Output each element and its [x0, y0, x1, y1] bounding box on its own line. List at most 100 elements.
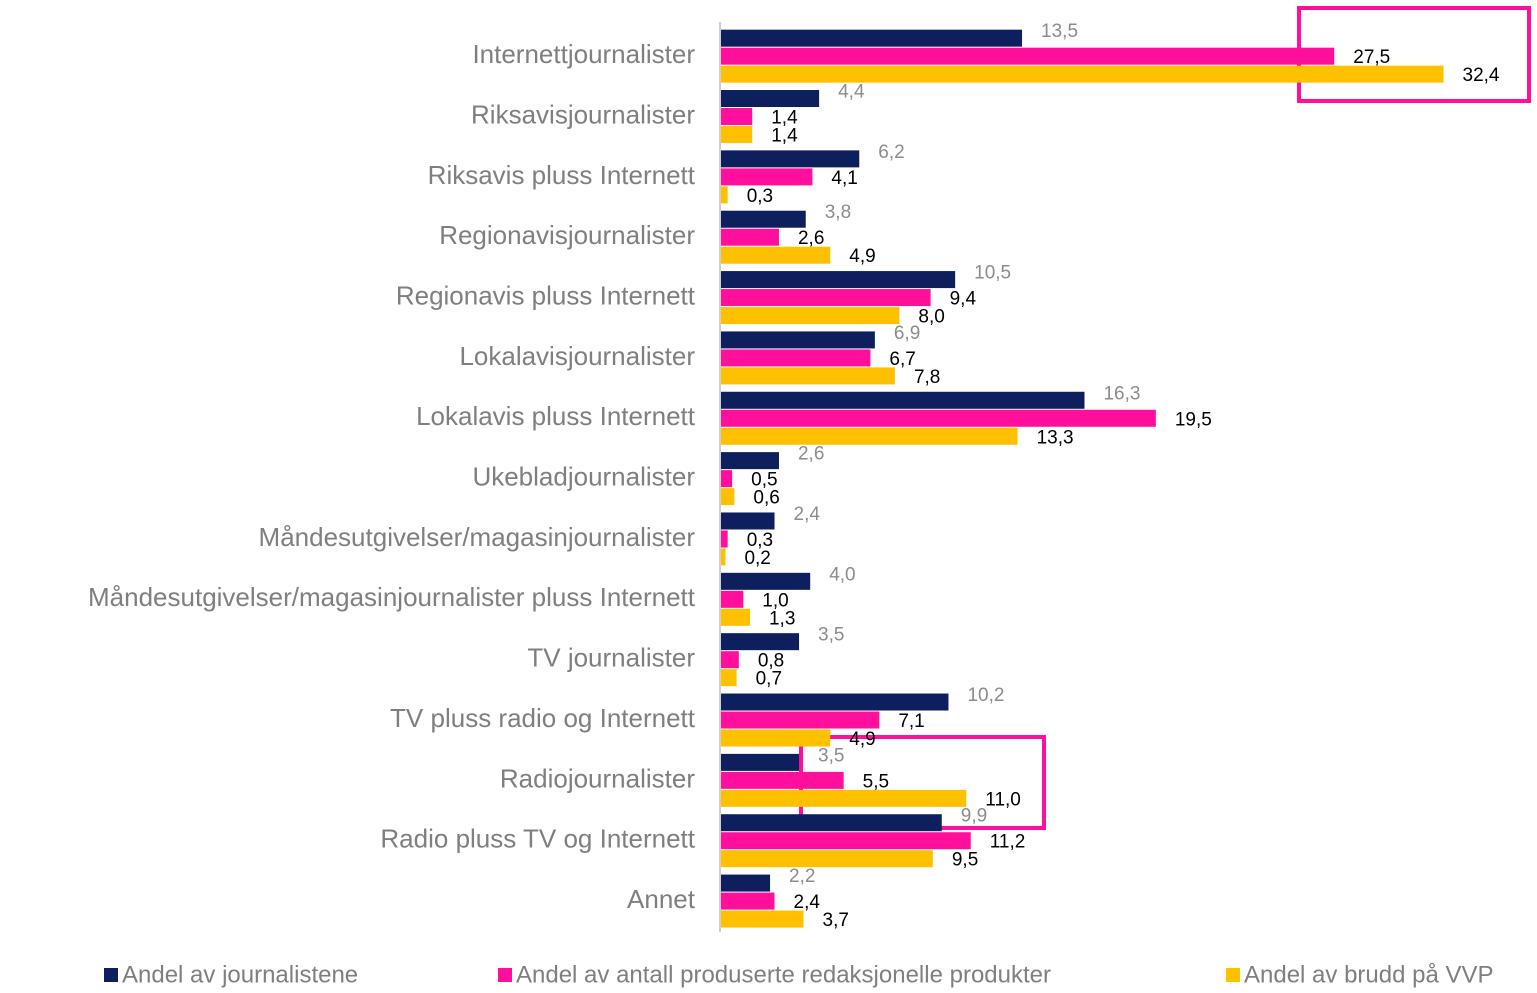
bar	[721, 150, 860, 168]
data-label: 13,3	[1037, 427, 1074, 448]
data-label: 6,9	[894, 323, 920, 344]
category-label: Radiojournalister	[500, 763, 695, 793]
data-label: 7,8	[914, 367, 940, 388]
data-label: 3,7	[823, 910, 849, 931]
bar	[721, 608, 750, 626]
data-label: 6,7	[889, 349, 915, 370]
bar	[721, 307, 900, 325]
data-label: 1,4	[771, 108, 798, 129]
data-label: 9,4	[950, 289, 977, 310]
data-label: 32,4	[1463, 65, 1500, 86]
data-label: 27,5	[1353, 47, 1390, 68]
legend-swatch	[498, 968, 512, 982]
category-label: Måndesutgivelser/magasinjournalister plu…	[88, 582, 696, 612]
data-label: 3,8	[825, 202, 851, 223]
category-label: Ukebladjournalister	[472, 462, 695, 492]
category-label: Måndesutgivelser/magasinjournalister	[259, 522, 696, 552]
data-label: 2,6	[798, 228, 824, 249]
data-label: 4,9	[849, 729, 875, 750]
data-label: 1,3	[769, 608, 795, 629]
bar	[721, 228, 779, 246]
bar	[721, 874, 771, 892]
bar	[721, 729, 831, 747]
category-label: Lokalavis pluss Internett	[416, 401, 696, 431]
data-label: 1,0	[762, 590, 788, 611]
bar	[721, 488, 735, 506]
bar	[721, 572, 811, 590]
bar	[721, 289, 931, 307]
category-label: Riksavisjournalister	[471, 99, 695, 129]
data-label: 10,2	[967, 685, 1004, 706]
legend-label: Andel av brudd på VVP	[1244, 961, 1494, 988]
data-label: 7,1	[898, 711, 924, 732]
data-label: 2,4	[794, 892, 821, 913]
bar	[721, 711, 880, 729]
data-label: 0,3	[747, 186, 773, 207]
legend-label: Andel av journalistene	[122, 961, 358, 988]
bar	[721, 892, 775, 910]
data-label: 8,0	[918, 307, 944, 328]
data-label: 0,2	[744, 548, 770, 569]
data-label: 0,6	[753, 488, 779, 509]
legend-swatch	[1226, 968, 1240, 982]
bar	[721, 391, 1085, 409]
data-label: 11,0	[985, 789, 1021, 810]
data-label: 3,5	[818, 625, 844, 646]
bar	[721, 530, 728, 548]
data-label: 13,5	[1041, 21, 1078, 42]
data-label: 5,5	[863, 771, 889, 792]
bar	[721, 271, 956, 289]
category-label: Internettjournalister	[472, 39, 695, 69]
bar	[721, 850, 933, 868]
bar	[721, 910, 804, 928]
bar	[721, 126, 753, 144]
data-label: 0,3	[747, 530, 773, 551]
bar	[721, 633, 800, 651]
bar	[721, 590, 744, 608]
data-label: 6,2	[878, 142, 904, 163]
bar	[721, 349, 871, 367]
bar	[721, 548, 726, 566]
bar	[721, 47, 1335, 65]
data-label: 1,4	[771, 126, 798, 147]
category-label: TV pluss radio og Internett	[390, 703, 696, 733]
data-label: 11,2	[990, 832, 1026, 853]
bar	[721, 90, 820, 108]
bar	[721, 409, 1156, 427]
data-label: 16,3	[1103, 383, 1140, 404]
bar	[721, 331, 875, 349]
bar	[721, 186, 728, 204]
data-label: 10,5	[974, 263, 1011, 284]
bar	[721, 65, 1444, 83]
data-label: 2,6	[798, 444, 824, 465]
data-label: 2,4	[794, 504, 821, 525]
bar	[721, 210, 806, 228]
legend-swatch	[104, 968, 118, 982]
data-label: 0,5	[751, 470, 777, 491]
data-label: 4,4	[838, 82, 865, 103]
data-label: 9,5	[952, 850, 978, 871]
bar	[721, 693, 949, 711]
data-label: 4,0	[829, 564, 855, 585]
bar	[721, 367, 895, 385]
bar	[721, 669, 737, 687]
data-label: 4,9	[849, 246, 875, 267]
bar	[721, 29, 1023, 47]
category-label: Radio pluss TV og Internett	[380, 824, 695, 854]
bar	[721, 470, 733, 488]
bar	[721, 789, 967, 807]
category-label: Regionavis pluss Internett	[396, 280, 696, 310]
data-label: 3,5	[818, 745, 844, 766]
bar	[721, 452, 779, 470]
bar	[721, 832, 971, 850]
category-label: TV journalister	[527, 643, 695, 673]
data-label: 9,9	[961, 806, 987, 827]
bar	[721, 168, 813, 186]
bar	[721, 771, 844, 789]
data-label: 19,5	[1175, 409, 1212, 430]
data-label: 2,2	[789, 866, 815, 887]
bar	[721, 427, 1018, 445]
bar	[721, 651, 739, 669]
